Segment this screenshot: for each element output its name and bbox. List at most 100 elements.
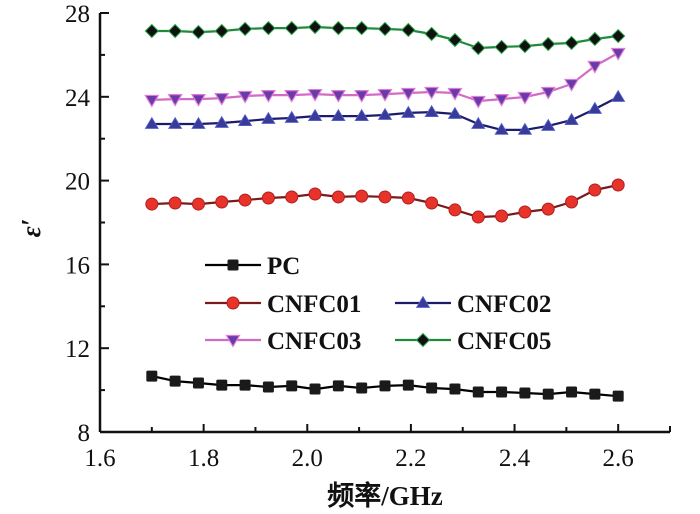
- legend-item-cnfc02: CNFC02: [395, 291, 551, 318]
- data-point-cnfc05: [377, 21, 393, 37]
- data-point-cnfc03: [377, 88, 393, 102]
- data-point-cnfc01: [215, 195, 229, 209]
- data-point-cnfc01: [145, 197, 159, 211]
- data-point-cnfc03: [237, 90, 253, 104]
- y-tick-label: 8: [78, 420, 91, 447]
- data-point-cnfc02: [424, 104, 439, 117]
- data-point-cnfc02: [307, 108, 323, 121]
- data-point-cnfc02: [167, 116, 183, 129]
- data-point-pc: [449, 383, 461, 395]
- data-point-cnfc02: [494, 122, 509, 135]
- data-point-cnfc03: [424, 86, 440, 100]
- data-point-pc: [286, 380, 298, 392]
- data-point-cnfc02: [541, 118, 556, 131]
- legend-marker-cnfc03: [225, 334, 241, 348]
- data-point-pc: [379, 380, 391, 392]
- data-point-pc: [589, 388, 601, 400]
- data-point-pc: [519, 387, 531, 399]
- data-point-cnfc02: [354, 108, 369, 121]
- data-point-cnfc01: [471, 210, 485, 224]
- data-point-cnfc05: [447, 32, 463, 48]
- data-point-cnfc02: [517, 122, 533, 135]
- legend-marker-cnfc01: [226, 296, 240, 310]
- data-point-cnfc03: [494, 94, 510, 107]
- axes: 1.6 1.8 2.0 2.2 2.4 2.6 8 12 16 20 24 28: [65, 1, 671, 472]
- data-point-cnfc02: [237, 113, 253, 127]
- data-point-cnfc02: [284, 110, 299, 123]
- data-point-cnfc02: [214, 115, 229, 128]
- x-tick-label: 2.6: [603, 445, 634, 472]
- data-point-cnfc01: [331, 190, 345, 204]
- data-point-cnfc05: [284, 20, 299, 36]
- data-point-cnfc05: [587, 31, 603, 47]
- x-tick-label: 1.8: [188, 445, 219, 472]
- y-axis-title: ε′: [16, 219, 46, 238]
- legend-label-cnfc01: CNFC01: [267, 291, 361, 318]
- data-point-cnfc01: [588, 183, 602, 197]
- data-point-cnfc05: [237, 21, 253, 37]
- x-tick-label: 2.4: [499, 445, 531, 472]
- data-point-cnfc01: [448, 203, 462, 217]
- data-point-pc: [612, 390, 624, 402]
- data-point-cnfc05: [471, 40, 486, 56]
- data-point-cnfc01: [378, 190, 392, 204]
- data-point-cnfc05: [191, 24, 206, 40]
- data-point-cnfc01: [518, 205, 532, 219]
- data-point-cnfc03: [447, 87, 463, 101]
- data-point-cnfc03: [400, 87, 416, 101]
- data-point-cnfc02: [447, 106, 463, 119]
- data-point-cnfc02: [191, 116, 206, 129]
- x-axis-title: 频率/GHz: [327, 480, 443, 511]
- y-tick-label: 28: [65, 1, 90, 28]
- data-point-cnfc05: [494, 39, 509, 55]
- data-point-cnfc05: [541, 36, 556, 52]
- legend: PC CNFC01 CNFC02 CNFC03 CNFC05: [205, 253, 551, 355]
- data-point-cnfc05: [517, 38, 533, 54]
- data-point-cnfc03: [587, 60, 603, 74]
- data-point-cnfc03: [470, 95, 486, 109]
- data-point-cnfc01: [238, 193, 252, 207]
- data-point-pc: [472, 386, 484, 398]
- data-point-cnfc05: [354, 20, 369, 36]
- data-point-pc: [542, 388, 554, 400]
- legend-label-cnfc02: CNFC02: [457, 291, 551, 318]
- x-tick-label: 1.6: [84, 445, 115, 472]
- data-point-cnfc01: [495, 209, 509, 223]
- data-point-cnfc01: [611, 178, 625, 192]
- data-point-cnfc02: [564, 112, 579, 125]
- data-point-cnfc01: [565, 195, 579, 209]
- data-point-cnfc05: [401, 22, 416, 38]
- x-tick-label: 2.0: [292, 445, 323, 472]
- data-point-cnfc03: [330, 90, 346, 103]
- data-point-pc: [146, 370, 158, 382]
- series-markers: [144, 19, 626, 402]
- data-point-cnfc02: [377, 107, 393, 120]
- data-point-cnfc01: [541, 202, 555, 216]
- data-point-cnfc02: [261, 111, 276, 124]
- data-point-cnfc03: [260, 90, 276, 103]
- data-point-pc: [262, 381, 274, 393]
- data-point-cnfc01: [308, 187, 322, 201]
- data-point-pc: [239, 379, 251, 391]
- data-point-pc: [356, 382, 368, 394]
- data-point-cnfc02: [144, 116, 160, 129]
- data-point-cnfc01: [401, 191, 415, 205]
- data-point-cnfc03: [167, 94, 183, 107]
- legend-marker-pc: [227, 259, 239, 271]
- x-tick-label: 2.2: [395, 445, 426, 472]
- data-point-cnfc01: [355, 189, 369, 203]
- data-point-cnfc01: [261, 191, 275, 205]
- data-point-pc: [309, 383, 321, 395]
- data-point-cnfc02: [401, 105, 416, 118]
- data-point-cnfc03: [540, 86, 556, 100]
- data-point-cnfc05: [307, 19, 323, 35]
- data-point-cnfc02: [471, 116, 486, 129]
- data-point-cnfc03: [354, 90, 370, 103]
- y-tick-label: 24: [65, 85, 91, 112]
- data-point-pc: [426, 382, 438, 394]
- data-point-pc: [216, 379, 228, 391]
- data-point-cnfc03: [214, 92, 230, 106]
- legend-item-cnfc01: CNFC01: [205, 291, 361, 318]
- data-point-cnfc03: [144, 94, 160, 108]
